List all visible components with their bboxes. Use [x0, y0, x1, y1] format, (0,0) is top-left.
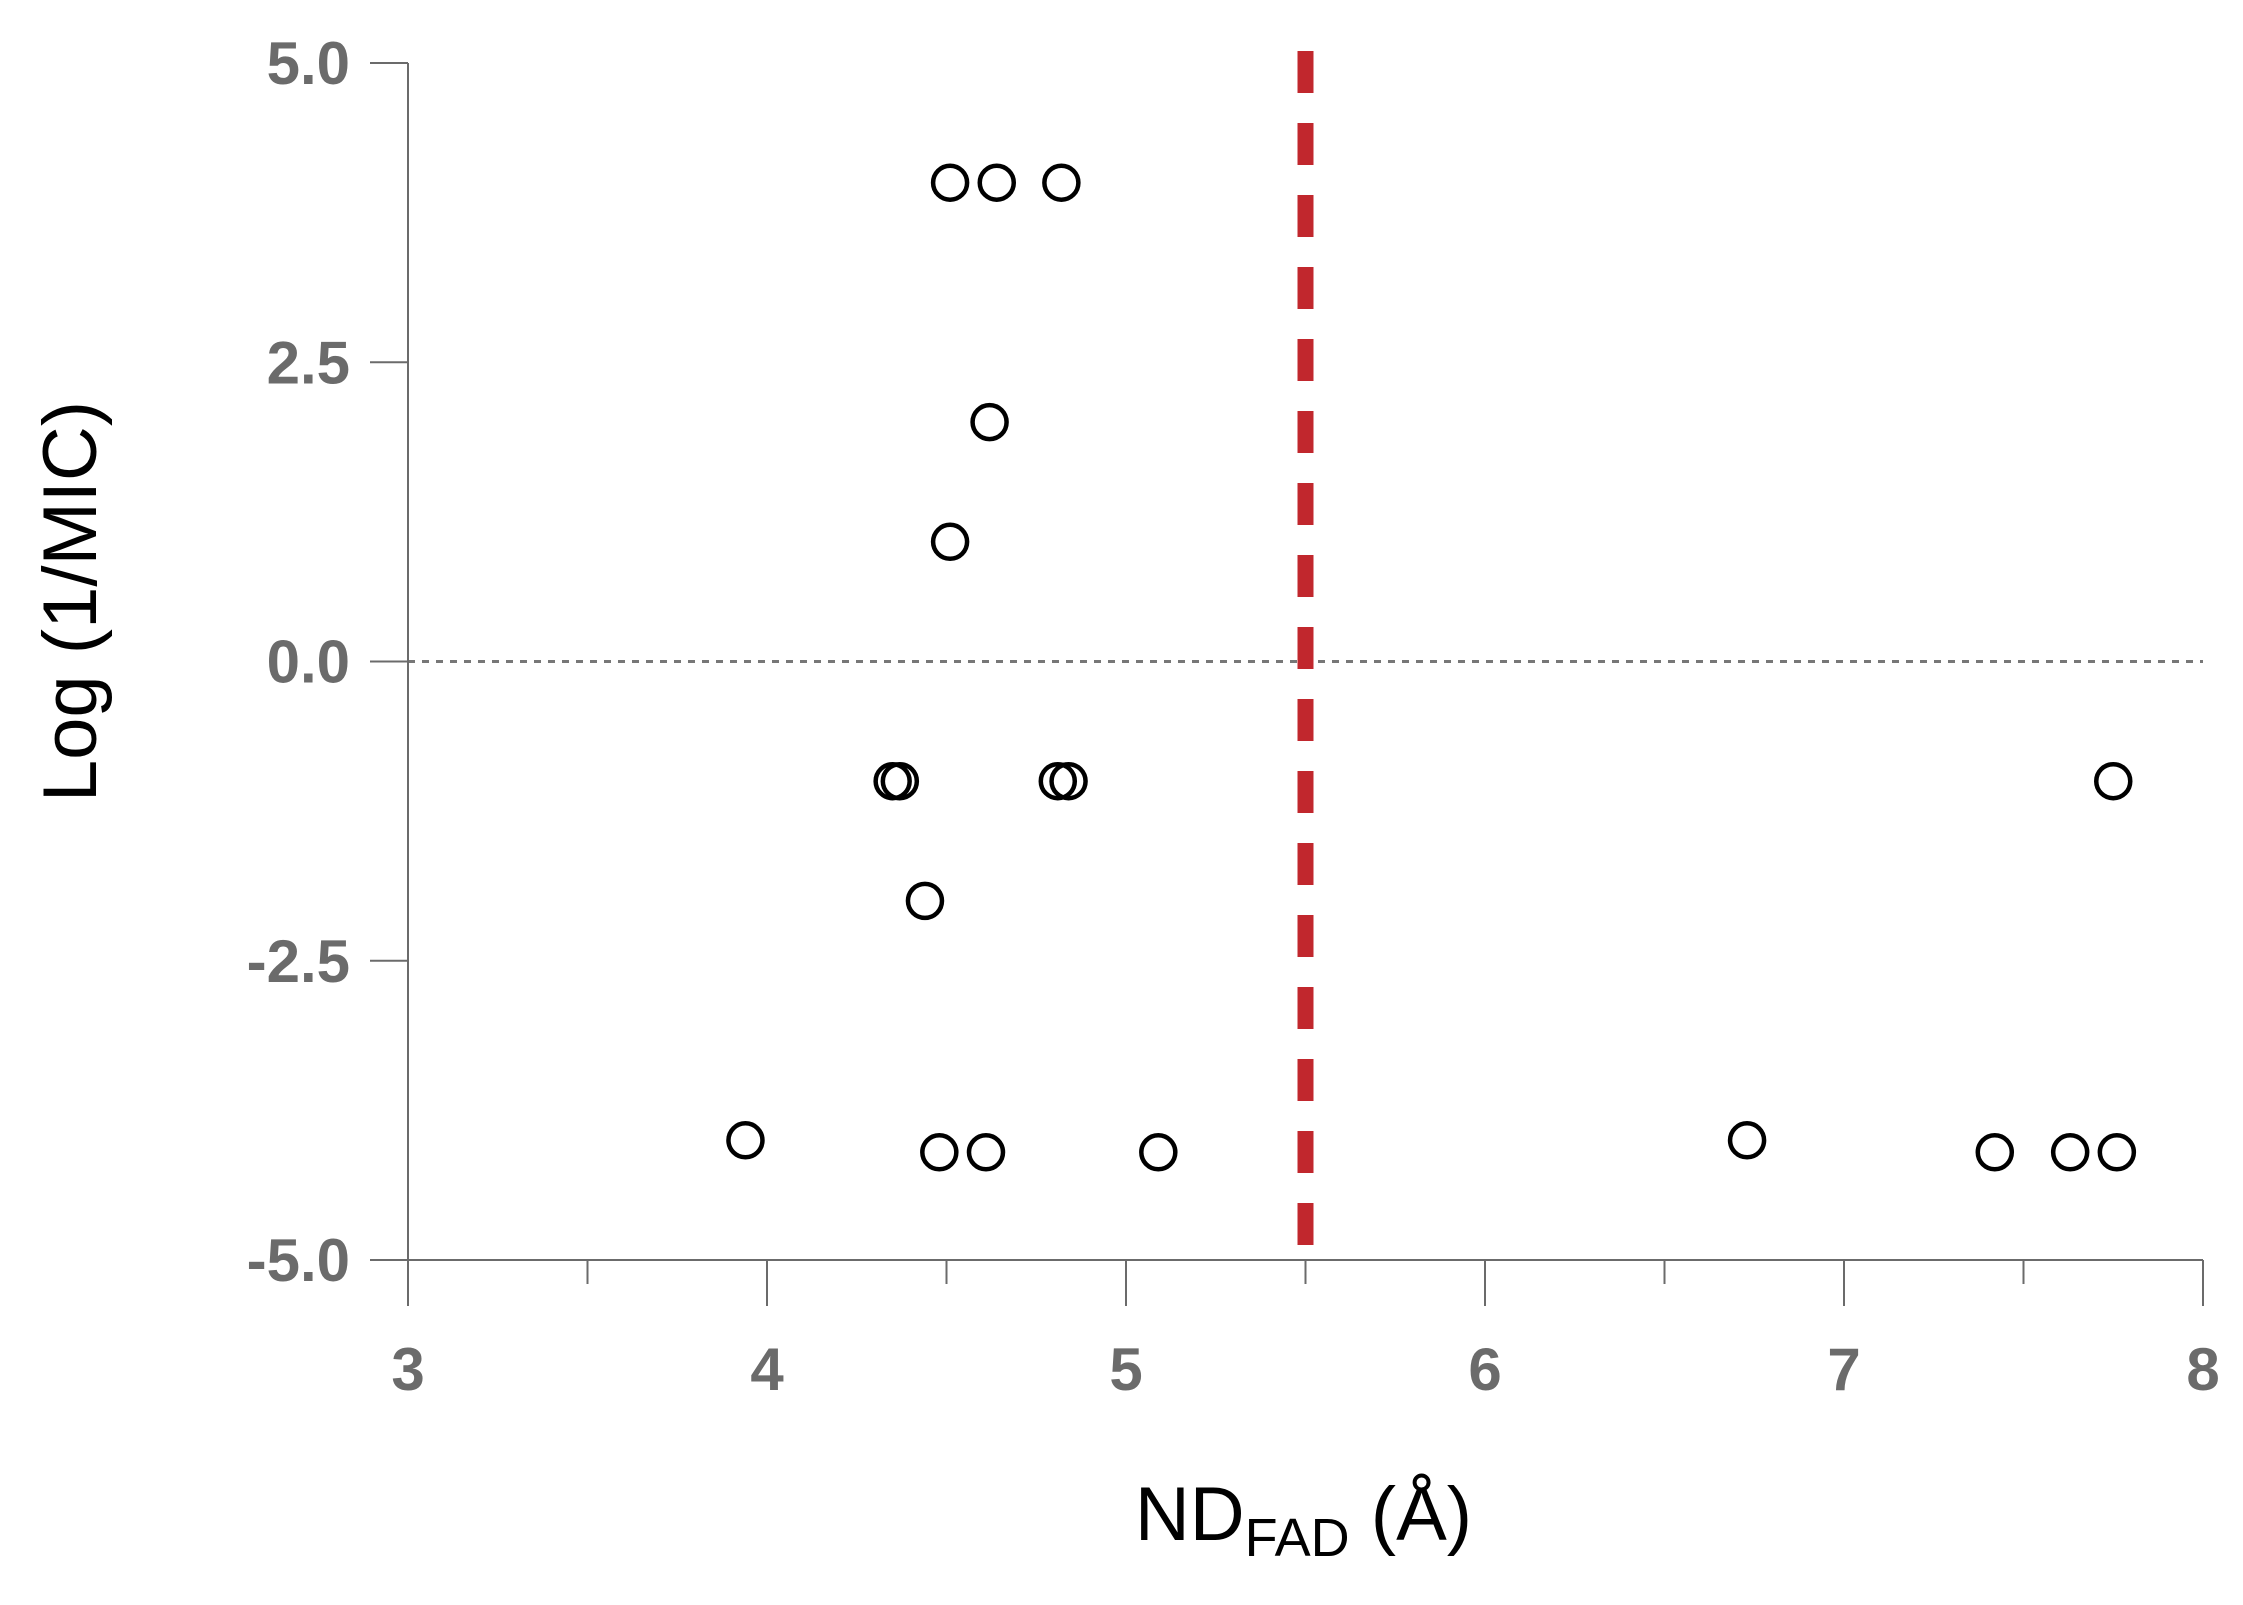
y-tick-label: 0.0 [267, 629, 350, 696]
data-point [2094, 761, 2133, 801]
data-point [970, 402, 1009, 442]
y-tick-label: 5.0 [267, 30, 350, 97]
data-point [1049, 761, 1088, 801]
data-point [726, 1121, 765, 1160]
x-ticks: 3 4 5 6 7 8 [391, 1260, 2220, 1403]
data-point [1727, 1121, 1767, 1160]
data-point [1975, 1133, 2015, 1172]
data-points [726, 163, 2137, 1172]
x-tick-label: 3 [391, 1336, 424, 1403]
reference-lines [408, 51, 2203, 1260]
x-tick-label: 5 [1109, 1336, 1142, 1403]
y-tick-label: -2.5 [247, 928, 350, 995]
data-point [930, 522, 970, 562]
y-ticks: 5.0 2.5 0.0 -2.5 -5.0 [247, 30, 408, 1294]
data-point [1042, 163, 1081, 202]
data-point [880, 761, 920, 801]
y-tick-label: -5.0 [247, 1227, 350, 1294]
data-point [2050, 1133, 2090, 1172]
data-point [920, 1133, 959, 1172]
x-axis-title-main: ND [1135, 1472, 1245, 1557]
data-point [930, 163, 970, 202]
x-tick-label: 7 [1827, 1336, 1860, 1403]
y-axis-title: Log (1/MIC) [28, 401, 113, 802]
x-tick-label: 4 [750, 1336, 784, 1403]
data-point [966, 1133, 1006, 1172]
x-axis-title-unit: (Å) [1350, 1472, 1472, 1557]
x-axis-title: NDFAD (Å) [1135, 1472, 1472, 1568]
y-tick-label: 2.5 [267, 329, 350, 396]
x-tick-label: 8 [2186, 1336, 2219, 1403]
data-point [977, 163, 1017, 202]
data-point [1038, 761, 1078, 801]
data-point [1139, 1133, 1178, 1172]
data-point [2097, 1133, 2137, 1172]
x-axis-title-subscript: FAD [1245, 1508, 1350, 1568]
data-point [905, 881, 945, 921]
x-tick-label: 6 [1468, 1336, 1501, 1403]
